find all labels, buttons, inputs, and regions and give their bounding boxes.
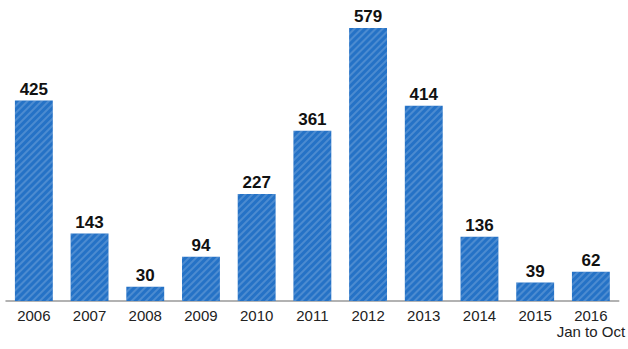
svg-text:2009: 2009 (184, 307, 217, 324)
svg-text:2006: 2006 (17, 307, 50, 324)
svg-text:94: 94 (191, 236, 210, 255)
svg-text:Jan to Oct: Jan to Oct (557, 323, 626, 340)
svg-text:62: 62 (581, 251, 600, 270)
svg-text:2010: 2010 (240, 307, 273, 324)
svg-text:39: 39 (526, 262, 545, 281)
svg-text:2007: 2007 (73, 307, 106, 324)
svg-text:2015: 2015 (518, 307, 551, 324)
svg-text:2012: 2012 (351, 307, 384, 324)
svg-text:579: 579 (354, 7, 382, 26)
svg-text:30: 30 (136, 266, 155, 285)
svg-text:2008: 2008 (129, 307, 162, 324)
svg-text:2016: 2016 (574, 307, 607, 324)
svg-text:2011: 2011 (296, 307, 328, 324)
svg-text:425: 425 (20, 80, 48, 99)
svg-text:143: 143 (75, 213, 103, 232)
svg-text:2014: 2014 (463, 307, 496, 324)
svg-text:414: 414 (410, 85, 439, 104)
svg-text:361: 361 (298, 110, 326, 129)
svg-text:2013: 2013 (407, 307, 440, 324)
svg-text:136: 136 (465, 216, 493, 235)
svg-text:227: 227 (242, 173, 270, 192)
